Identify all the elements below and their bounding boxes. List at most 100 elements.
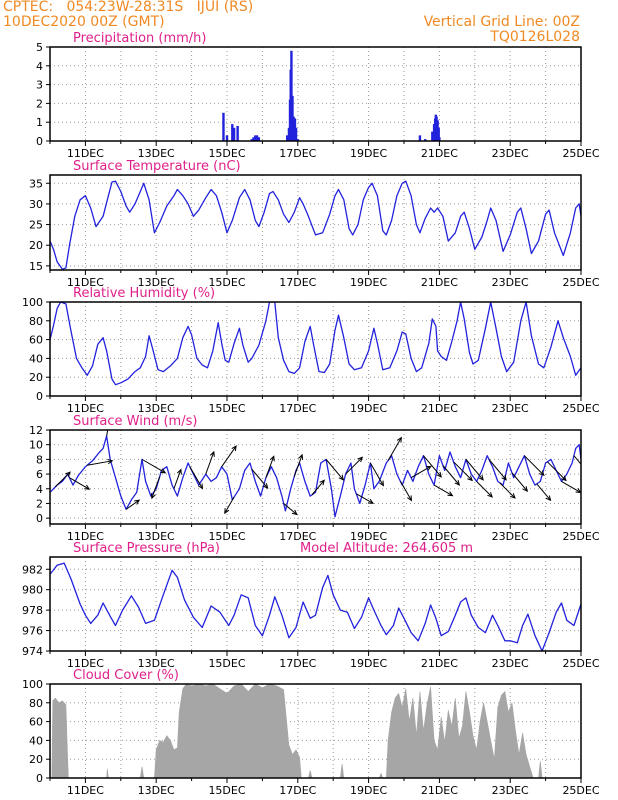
wind-arrow xyxy=(442,465,460,486)
wind-arrow xyxy=(400,481,412,501)
y-tick-label: 2 xyxy=(36,97,43,110)
precip-bar xyxy=(257,137,261,141)
precip-bar xyxy=(438,137,441,141)
wind-arrow xyxy=(355,493,374,504)
wind-arrow xyxy=(311,479,325,496)
wind-arrow xyxy=(205,451,215,475)
y-tick-label: 5 xyxy=(36,41,43,54)
wind-arrow xyxy=(499,482,516,499)
x-tick-label: 19DEC xyxy=(350,530,387,543)
x-tick-label: 23DEC xyxy=(492,147,529,160)
wind-arrow-head xyxy=(65,471,71,478)
panel-plot-area xyxy=(222,50,441,141)
wind-arrow-head xyxy=(357,456,364,463)
wind-arrow xyxy=(573,455,581,465)
y-tick-label: 35 xyxy=(29,177,43,190)
x-tick-label: 23DEC xyxy=(492,402,529,415)
panel-frame xyxy=(49,174,582,271)
x-tick-label: 15DEC xyxy=(208,402,245,415)
y-tick-label: 100 xyxy=(22,296,43,309)
x-tick-label: 25DEC xyxy=(562,784,599,797)
y-tick-label: 6 xyxy=(36,468,43,481)
series-line xyxy=(50,435,581,518)
wind-arrow-head xyxy=(407,495,413,502)
wind-arrow xyxy=(69,477,90,490)
y-tick-label: 40 xyxy=(29,352,43,365)
wind-arrow xyxy=(87,460,113,466)
wind-arrow xyxy=(547,461,567,481)
x-tick-label: 25DEC xyxy=(562,530,599,543)
x-tick-label: 17DEC xyxy=(279,530,316,543)
panel-frame xyxy=(49,683,582,779)
wind-arrow-head xyxy=(224,508,230,515)
wind-arrow xyxy=(465,459,484,481)
precip-bar xyxy=(431,131,434,141)
wind-arrow-head xyxy=(262,483,269,489)
precip-bar xyxy=(222,112,225,141)
series-line xyxy=(50,180,581,270)
y-tick-label: 80 xyxy=(29,697,43,710)
panel-2-line xyxy=(46,301,582,401)
wind-arrow xyxy=(561,480,581,493)
x-tick-label: 25DEC xyxy=(562,147,599,160)
x-tick-label: 11DEC xyxy=(67,276,104,289)
x-tick-label: 11DEC xyxy=(67,784,104,797)
wind-arrow-head xyxy=(522,486,529,493)
wind-arrow xyxy=(251,468,269,489)
precip-bar xyxy=(437,127,440,141)
wind-arrow xyxy=(511,472,528,492)
wind-arrow xyxy=(423,455,442,478)
precip-bar xyxy=(424,139,427,141)
x-tick-label: 15DEC xyxy=(208,276,245,289)
wind-arrow xyxy=(476,481,493,498)
x-tick-label: 13DEC xyxy=(138,276,175,289)
x-tick-label: 21DEC xyxy=(421,147,458,160)
y-tick-label: 40 xyxy=(29,734,43,747)
y-tick-label: 978 xyxy=(22,604,43,617)
wind-arrow-head xyxy=(467,475,473,482)
x-tick-label: 17DEC xyxy=(279,657,316,670)
y-tick-label: 20 xyxy=(29,371,43,384)
y-tick-label: 60 xyxy=(29,334,43,347)
panel-title: Surface Pressure (hPa) xyxy=(73,541,220,556)
x-tick-label: 23DEC xyxy=(492,784,529,797)
x-tick-label: 23DEC xyxy=(492,657,529,670)
wind-arrow xyxy=(325,459,344,481)
panel-plot-area xyxy=(50,180,581,270)
cloud-cover-area xyxy=(50,684,581,778)
y-tick-label: 3 xyxy=(36,79,43,92)
panel-title: Surface Temperature (nC) xyxy=(73,159,241,174)
y-tick-label: 1 xyxy=(36,116,43,129)
x-tick-label: 23DEC xyxy=(492,276,529,289)
x-tick-label: 25DEC xyxy=(562,402,599,415)
wind-arrow xyxy=(433,484,453,497)
x-tick-label: 15DEC xyxy=(208,784,245,797)
wind-arrow-head xyxy=(436,471,442,478)
x-tick-label: 13DEC xyxy=(138,402,175,415)
wind-arrow xyxy=(369,462,384,486)
precip-bar xyxy=(236,125,239,141)
x-tick-label: 23DEC xyxy=(492,530,529,543)
y-tick-label: 100 xyxy=(22,678,43,691)
x-tick-label: 19DEC xyxy=(350,784,387,797)
series-line xyxy=(50,302,581,386)
panel-plot-area xyxy=(50,302,581,386)
wind-arrow-head xyxy=(176,468,182,475)
panel-0-bar xyxy=(46,46,582,146)
y-tick-label: 15 xyxy=(29,260,43,273)
x-tick-label: 19DEC xyxy=(350,657,387,670)
x-tick-label: 21DEC xyxy=(421,276,458,289)
precip-bar xyxy=(254,135,257,141)
wind-arrow-head xyxy=(150,493,156,500)
y-tick-label: 0 xyxy=(36,390,43,403)
wind-arrow-head xyxy=(378,480,384,487)
panel-annotation: Model Altitude: 264.605 m xyxy=(300,541,473,556)
y-tick-label: 2 xyxy=(36,497,43,510)
precip-bar xyxy=(292,116,295,141)
precip-bar xyxy=(255,135,259,141)
wind-arrow-head xyxy=(338,474,345,481)
wind-arrow-head xyxy=(396,436,402,443)
wind-arrow xyxy=(265,456,275,478)
wind-arrow-head xyxy=(561,475,567,482)
y-tick-label: 10 xyxy=(29,439,43,452)
